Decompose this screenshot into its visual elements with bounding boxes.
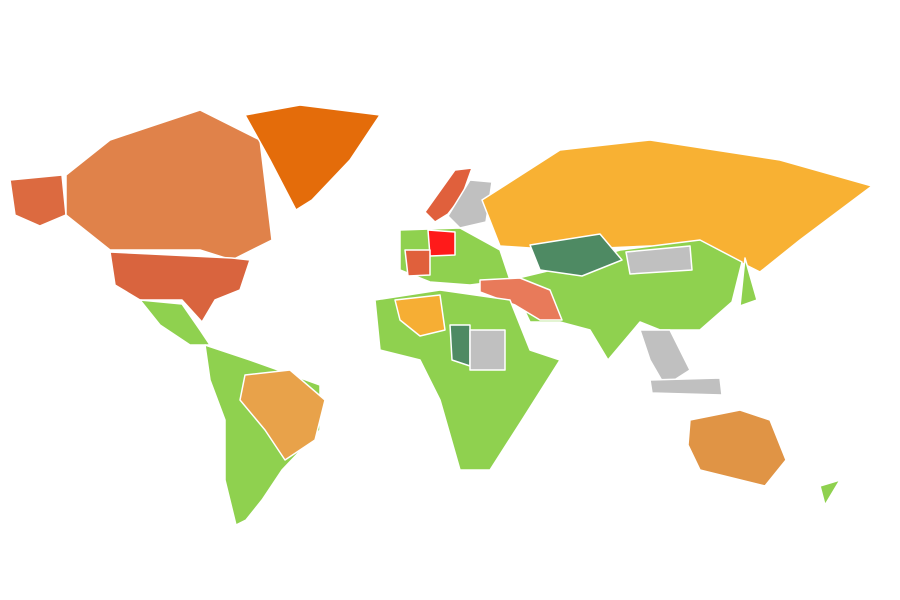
region-mongolia[interactable]: [625, 245, 693, 275]
region-southeast-asia[interactable]: [639, 329, 691, 387]
region-greenland[interactable]: [244, 104, 381, 211]
region-kazakhstan[interactable]: [529, 233, 623, 277]
region-japan[interactable]: [739, 257, 758, 307]
region-brazil[interactable]: [239, 369, 326, 461]
region-turkey-iran[interactable]: [479, 277, 563, 321]
region-sudan[interactable]: [469, 329, 506, 371]
region-algeria[interactable]: [394, 294, 446, 337]
region-chad[interactable]: [449, 324, 471, 367]
region-canada[interactable]: [65, 109, 273, 261]
region-mexico[interactable]: [139, 299, 211, 346]
region-australia[interactable]: [687, 409, 787, 487]
region-indonesia[interactable]: [649, 377, 723, 396]
region-germany[interactable]: [427, 229, 456, 257]
region-usa[interactable]: [109, 251, 251, 323]
region-new-zealand[interactable]: [819, 479, 841, 506]
region-alaska[interactable]: [9, 174, 67, 227]
region-france[interactable]: [404, 249, 431, 277]
